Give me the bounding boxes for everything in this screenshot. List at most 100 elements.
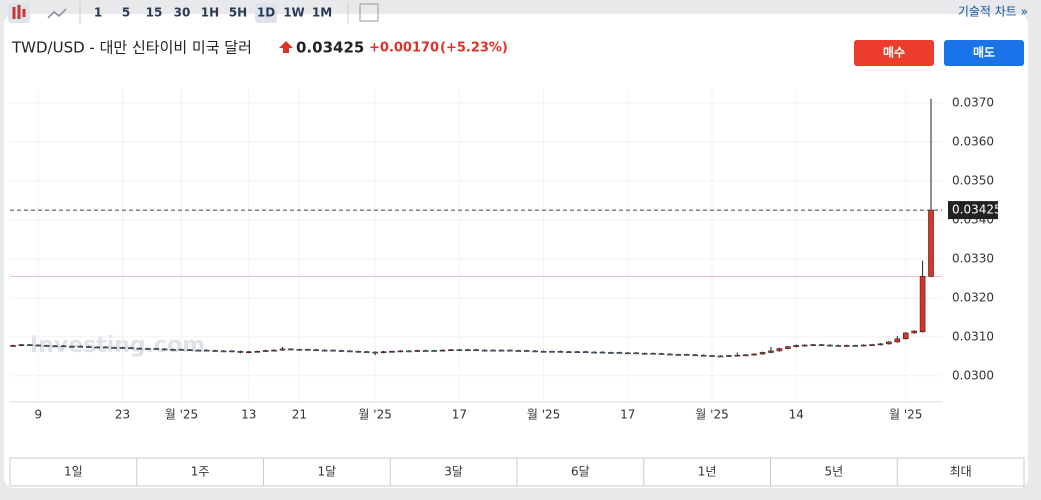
range-button[interactable]: 3달 <box>444 465 463 479</box>
candle-body <box>709 355 715 357</box>
interval[interactable]: 1D <box>257 6 275 20</box>
candle-body <box>363 351 370 353</box>
candle-body <box>490 349 496 352</box>
indicator-icon[interactable] <box>359 3 379 22</box>
y-tick-label: 0.0320 <box>952 290 994 304</box>
candle-body <box>397 350 404 353</box>
candle-body <box>675 354 682 356</box>
candle-body <box>229 350 235 353</box>
candle-body <box>911 330 917 334</box>
candle-body <box>776 348 783 352</box>
interval[interactable]: 1 <box>94 6 102 20</box>
y-tick-label: 0.0370 <box>952 95 994 109</box>
interval[interactable]: 1M <box>312 6 332 20</box>
y-tick-label: 0.0360 <box>952 134 994 148</box>
candle-body <box>414 350 421 352</box>
candle-body <box>128 347 134 350</box>
range-button[interactable]: 1년 <box>698 465 717 479</box>
line-icon[interactable] <box>47 8 67 19</box>
x-tick-label: 23 <box>115 408 130 422</box>
candle-body <box>532 350 538 353</box>
candle-body <box>178 349 185 351</box>
candle-body <box>313 349 319 352</box>
x-tick-label: 9 <box>34 408 42 422</box>
candle-body <box>667 353 673 356</box>
y-tick-label: 0.0300 <box>952 368 994 382</box>
buy-button[interactable] <box>854 40 934 66</box>
candle-body <box>111 347 117 349</box>
up-arrow <box>279 41 293 53</box>
candle-body <box>894 338 901 343</box>
interval[interactable]: 5H <box>229 6 247 20</box>
candle-body <box>69 345 75 348</box>
candle-body <box>338 350 345 352</box>
buy-label: 매수 <box>883 45 905 60</box>
x-tick-label: 월 '25 <box>527 408 560 422</box>
x-tick-label: 월 '25 <box>889 408 922 422</box>
candle-body <box>380 351 387 353</box>
candle-body <box>187 349 193 352</box>
candle-body <box>869 344 875 346</box>
y-tick-label: 0.0350 <box>952 173 994 187</box>
candle-body <box>692 354 698 357</box>
last-price-label: 0.03425 <box>952 203 1002 217</box>
candle-body <box>827 344 833 347</box>
candle-body <box>372 351 378 354</box>
candle-glyph <box>12 5 26 19</box>
candle-body <box>549 350 555 353</box>
range-button[interactable]: 최대 <box>950 465 972 479</box>
candle-body <box>557 350 564 353</box>
candle-body <box>843 345 850 347</box>
candle-body <box>591 351 597 354</box>
sell-button[interactable] <box>944 40 1024 66</box>
candle-body <box>279 348 286 351</box>
interval[interactable]: 1W <box>283 6 305 20</box>
candle-body <box>498 349 505 352</box>
interval[interactable]: 30 <box>174 6 191 20</box>
range-button[interactable]: 1일 <box>64 465 83 479</box>
range-button[interactable]: 6달 <box>571 465 590 479</box>
range-button[interactable]: 1달 <box>318 465 337 479</box>
interval[interactable]: 15 <box>146 6 163 20</box>
candle-body <box>85 346 92 348</box>
candle-body <box>195 349 202 352</box>
candle-body <box>886 341 892 345</box>
candle-body <box>919 276 926 333</box>
candle-body <box>751 353 757 356</box>
candle-body <box>464 349 471 352</box>
change: +0.00170 <box>369 41 439 56</box>
candle-body <box>785 346 791 349</box>
candle-body <box>574 351 581 353</box>
candle-body <box>35 344 42 347</box>
last-price-tag <box>948 201 998 220</box>
candle-body <box>431 350 437 352</box>
range-button[interactable]: 5년 <box>825 465 844 479</box>
candle-body <box>144 348 151 350</box>
candle-body <box>683 354 690 356</box>
y-tick-label: 0.0330 <box>952 251 994 265</box>
range-button[interactable]: 1주 <box>191 465 210 479</box>
candle-body <box>860 344 867 347</box>
x-tick-label: 14 <box>789 408 804 422</box>
candle-body <box>650 352 656 355</box>
candle-body <box>288 348 294 351</box>
candle-body <box>759 352 766 355</box>
interval[interactable]: 1H <box>201 6 219 20</box>
y-tick-label: 0.0310 <box>952 329 994 343</box>
candle-body <box>726 355 732 357</box>
candle-body <box>212 350 218 352</box>
tech-chart-link[interactable]: 기술적 차트 » <box>958 5 1028 19</box>
candle-body <box>835 345 842 347</box>
candle-body <box>153 348 159 350</box>
candle-body <box>658 353 665 355</box>
candle-body <box>507 349 513 352</box>
candle-body <box>852 345 859 347</box>
candle-body <box>515 350 522 352</box>
candle-body <box>734 354 741 357</box>
candle-body <box>27 344 33 346</box>
interval[interactable]: 5 <box>122 6 130 20</box>
candle-body <box>422 350 429 352</box>
candle-body <box>237 350 244 353</box>
candle-body <box>94 346 101 349</box>
